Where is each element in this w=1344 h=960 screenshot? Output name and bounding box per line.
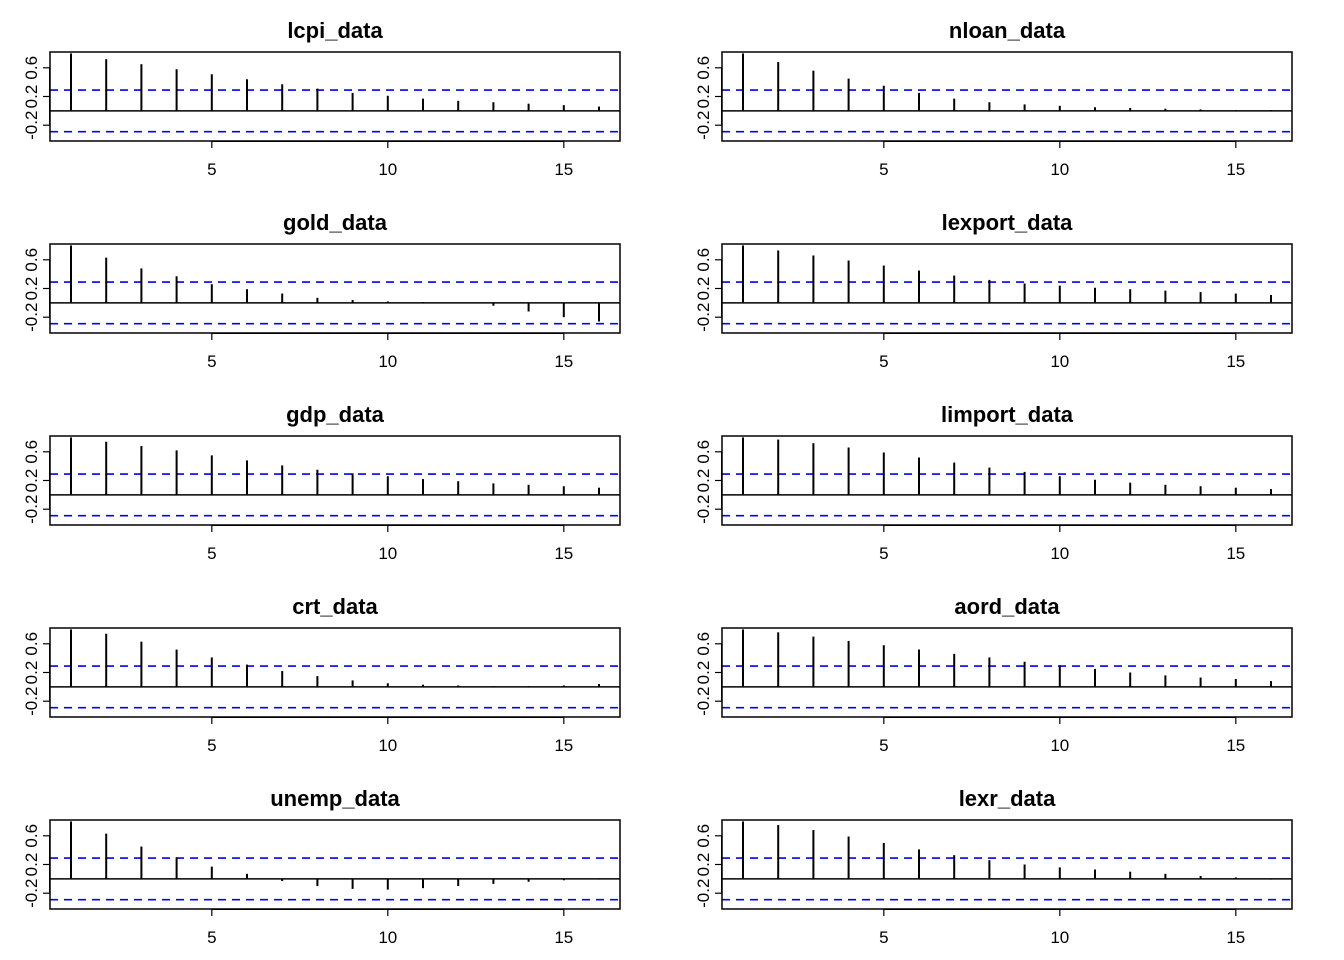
acf-panel: unemp_data -0.2 0.2 0.6 5 10 15 <box>22 786 621 947</box>
x-tick-label: 5 <box>879 160 888 179</box>
plot-frame <box>721 627 1293 718</box>
panel-title: gdp_data <box>286 402 385 427</box>
x-tick-label: 10 <box>378 736 397 755</box>
acf-panel: nloan_data -0.2 0.2 0.6 5 10 15 <box>694 18 1293 179</box>
y-tick-label: -0.2 <box>22 687 41 716</box>
y-tick-label: -0.2 <box>694 303 713 332</box>
panel-title: lexr_data <box>959 786 1056 811</box>
y-tick-label: 0.6 <box>694 632 713 656</box>
y-tick-label: 0.2 <box>22 853 41 877</box>
y-tick-label: 0.6 <box>22 632 41 656</box>
x-tick-label: 10 <box>1050 352 1069 371</box>
y-tick-label: -0.2 <box>694 687 713 716</box>
panel-title: lcpi_data <box>287 18 383 43</box>
y-tick-label: 0.2 <box>22 85 41 109</box>
panel-title: nloan_data <box>949 18 1066 43</box>
y-tick-label: 0.6 <box>22 440 41 464</box>
y-tick-label: -0.2 <box>694 495 713 524</box>
y-tick-label: 0.2 <box>694 469 713 493</box>
x-tick-label: 15 <box>1226 352 1245 371</box>
x-tick-label: 15 <box>554 160 573 179</box>
x-tick-label: 5 <box>207 352 216 371</box>
panel-title: crt_data <box>292 594 378 619</box>
y-tick-label: 0.2 <box>22 277 41 301</box>
x-tick-label: 15 <box>554 736 573 755</box>
panel-title: unemp_data <box>270 786 400 811</box>
y-tick-label: 0.6 <box>694 440 713 464</box>
y-tick-label: 0.6 <box>22 56 41 80</box>
plot-frame <box>49 627 621 718</box>
x-tick-label: 10 <box>1050 736 1069 755</box>
x-tick-label: 5 <box>879 352 888 371</box>
y-tick-label: 0.6 <box>694 248 713 272</box>
x-tick-label: 10 <box>378 928 397 947</box>
acf-panel: limport_data -0.2 0.2 0.6 5 10 15 <box>694 402 1293 563</box>
acf-panel: crt_data -0.2 0.2 0.6 5 10 15 <box>22 594 621 755</box>
acf-panel: gdp_data -0.2 0.2 0.6 5 10 15 <box>22 402 621 563</box>
x-tick-label: 10 <box>1050 928 1069 947</box>
y-tick-label: -0.2 <box>22 879 41 908</box>
y-tick-label: -0.2 <box>22 111 41 140</box>
panel-title: limport_data <box>941 402 1074 427</box>
y-tick-label: -0.2 <box>22 495 41 524</box>
x-tick-label: 15 <box>1226 544 1245 563</box>
x-tick-label: 10 <box>378 544 397 563</box>
y-tick-label: 0.2 <box>694 277 713 301</box>
panel-title: lexport_data <box>942 210 1074 235</box>
acf-panel: lexport_data -0.2 0.2 0.6 5 10 15 <box>694 210 1293 371</box>
x-tick-label: 15 <box>554 352 573 371</box>
x-tick-label: 5 <box>207 928 216 947</box>
y-tick-label: 0.2 <box>694 661 713 685</box>
plot-frame <box>721 819 1293 910</box>
acf-panel: lcpi_data -0.2 0.2 0.6 5 10 15 <box>22 18 621 179</box>
y-tick-label: 0.2 <box>22 469 41 493</box>
y-tick-label: -0.2 <box>694 111 713 140</box>
y-tick-label: -0.2 <box>694 879 713 908</box>
x-tick-label: 10 <box>1050 544 1069 563</box>
x-tick-label: 5 <box>879 544 888 563</box>
acf-panel: gold_data -0.2 0.2 0.6 5 10 15 <box>22 210 621 371</box>
x-tick-label: 15 <box>554 544 573 563</box>
x-tick-label: 15 <box>554 928 573 947</box>
panel-title: gold_data <box>283 210 388 235</box>
y-tick-label: 0.6 <box>694 56 713 80</box>
plot-frame <box>49 243 621 334</box>
plot-frame <box>721 51 1293 142</box>
x-tick-label: 10 <box>378 352 397 371</box>
x-tick-label: 10 <box>1050 160 1069 179</box>
x-tick-label: 5 <box>207 160 216 179</box>
y-tick-label: 0.2 <box>22 661 41 685</box>
plot-frame <box>49 819 621 910</box>
x-tick-label: 5 <box>879 928 888 947</box>
y-tick-label: -0.2 <box>22 303 41 332</box>
y-tick-label: 0.2 <box>694 85 713 109</box>
panel-title: aord_data <box>954 594 1060 619</box>
x-tick-label: 5 <box>207 544 216 563</box>
plot-frame <box>49 435 621 526</box>
y-tick-label: 0.6 <box>694 824 713 848</box>
x-tick-label: 15 <box>1226 928 1245 947</box>
y-tick-label: 0.6 <box>22 248 41 272</box>
y-tick-label: 0.6 <box>22 824 41 848</box>
plot-frame <box>721 435 1293 526</box>
x-tick-label: 15 <box>1226 736 1245 755</box>
acf-panel: lexr_data -0.2 0.2 0.6 5 10 15 <box>694 786 1293 947</box>
x-tick-label: 5 <box>879 736 888 755</box>
x-tick-label: 5 <box>207 736 216 755</box>
x-tick-label: 15 <box>1226 160 1245 179</box>
plot-frame <box>721 243 1293 334</box>
y-tick-label: 0.2 <box>694 853 713 877</box>
x-tick-label: 10 <box>378 160 397 179</box>
acf-panel: aord_data -0.2 0.2 0.6 5 10 15 <box>694 594 1293 755</box>
plot-frame <box>49 51 621 142</box>
